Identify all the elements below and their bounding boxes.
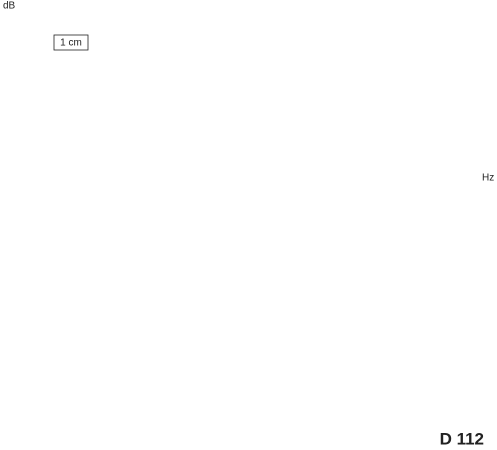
y-axis-label: dB (3, 1, 16, 12)
annotation: 1 cm (60, 38, 82, 49)
x-axis-label: Hz (482, 173, 494, 184)
annotation-box (53, 34, 89, 51)
model-name: D 112 (440, 429, 484, 448)
text-layer: dB Hz 1 cm D 112 (3, 1, 494, 449)
